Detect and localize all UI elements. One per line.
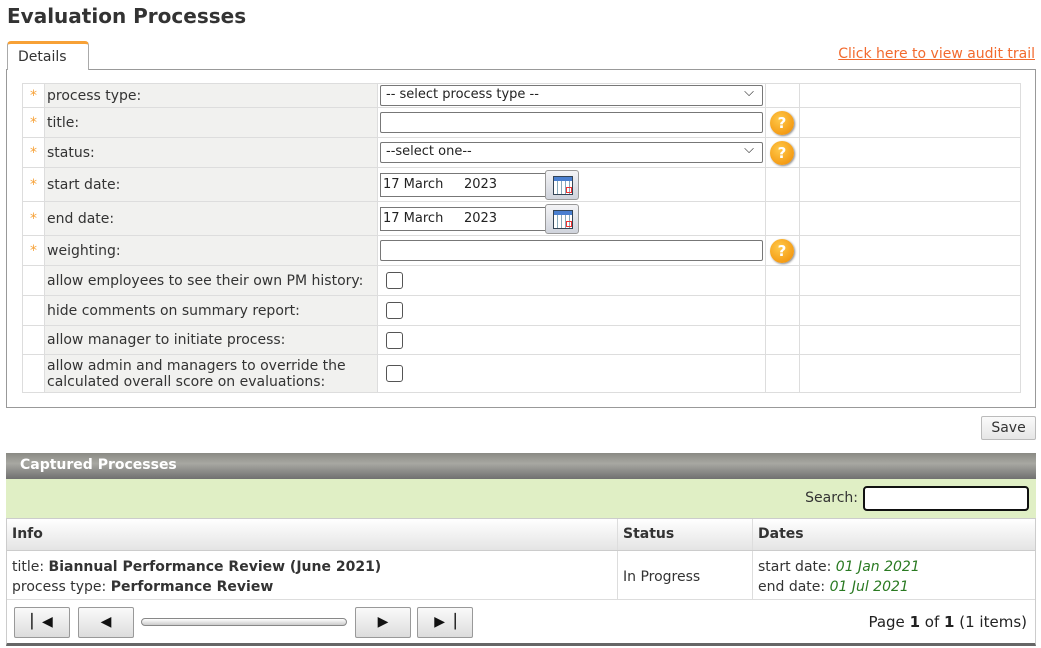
required-marker: *: [22, 201, 45, 236]
required-marker: *: [22, 83, 45, 108]
status-label: status:: [44, 137, 378, 168]
row-own-history: allow employees to see their own PM hist…: [22, 265, 1021, 296]
end-date: 01 Jul 2021: [829, 579, 909, 595]
next-page-button[interactable]: ▶: [355, 607, 411, 638]
row-status: * status: --select one-- ⌵ ?: [22, 137, 1021, 168]
captured-processes-header: Captured Processes: [6, 453, 1036, 479]
row-manager-initiate: allow manager to initiate process:: [22, 325, 1021, 355]
process-type: Performance Review: [110, 579, 274, 595]
info-cell: title: Biannual Performance Review (June…: [7, 551, 618, 599]
search-bar: Search:: [6, 479, 1036, 518]
end-date-label: end date:: [44, 201, 378, 236]
pager: ▏◀ ◀ ▶ ▶▕ Page 1 of 1 (1 items): [7, 600, 1035, 643]
help-icon[interactable]: ?: [770, 140, 794, 165]
hide-comments-label: hide comments on summary report:: [44, 295, 378, 326]
required-marker: *: [22, 137, 45, 168]
details-form: * process type: -- select process type -…: [22, 83, 1021, 393]
end-date-input[interactable]: 17 March 2023: [380, 206, 546, 231]
manager-initiate-label: allow manager to initiate process:: [44, 325, 378, 355]
first-page-button[interactable]: ▏◀: [14, 607, 70, 638]
column-dates[interactable]: Dates: [758, 526, 804, 542]
column-status[interactable]: Status: [618, 519, 753, 550]
prev-page-button[interactable]: ◀: [78, 607, 134, 638]
page-info: Page 1 of 1 (1 items): [868, 613, 1027, 631]
manager-initiate-checkbox[interactable]: [386, 331, 403, 349]
row-hide-comments: hide comments on summary report:: [22, 295, 1021, 326]
page-slider[interactable]: [141, 618, 347, 626]
status-value: In Progress: [623, 569, 701, 585]
page-title: Evaluation Processes: [7, 4, 247, 28]
calendar-icon[interactable]: [545, 169, 579, 200]
weighting-label: weighting:: [44, 235, 378, 266]
row-end-date: * end date: 17 March 2023: [22, 201, 1021, 236]
start-date-input[interactable]: 17 March 2023: [380, 172, 546, 197]
grid-header: Info Status Dates: [7, 519, 1035, 551]
status-cell: In Progress: [618, 551, 753, 599]
processes-grid: Info Status Dates title: Biannual Perfor…: [6, 518, 1036, 646]
last-page-button[interactable]: ▶▕: [417, 607, 473, 638]
override-score-label: allow admin and managers to override the…: [44, 354, 378, 393]
process-title: Biannual Performance Review (June 2021): [48, 559, 382, 575]
status-value: --select one--: [386, 144, 472, 159]
start-date-label: start date:: [44, 167, 378, 202]
search-input[interactable]: [863, 486, 1029, 511]
process-type-label: process type:: [44, 83, 378, 108]
table-row[interactable]: title: Biannual Performance Review (June…: [7, 551, 1035, 600]
row-process-type: * process type: -- select process type -…: [22, 83, 1021, 108]
title-label: title:: [12, 559, 45, 575]
row-start-date: * start date: 17 March 2023: [22, 167, 1021, 202]
own-history-label: allow employees to see their own PM hist…: [44, 265, 378, 296]
process-type-select[interactable]: -- select process type -- ⌵: [380, 85, 763, 106]
process-type-value: -- select process type --: [386, 87, 539, 102]
weighting-input[interactable]: [380, 240, 763, 261]
start-label: start date:: [758, 559, 832, 575]
column-info[interactable]: Info: [7, 519, 618, 550]
own-history-checkbox[interactable]: [386, 272, 403, 289]
override-score-checkbox[interactable]: [386, 365, 403, 382]
help-icon[interactable]: ?: [770, 238, 794, 263]
status-select[interactable]: --select one-- ⌵: [380, 142, 763, 163]
start-date: 01 Jan 2021: [835, 559, 920, 575]
end-label: end date:: [758, 579, 826, 595]
search-label: Search:: [805, 490, 858, 506]
chevron-down-icon: ⌵: [744, 85, 754, 100]
type-label: process type:: [12, 579, 107, 595]
chevron-down-icon: ⌵: [744, 142, 754, 157]
row-override-score: allow admin and managers to override the…: [22, 354, 1021, 393]
required-marker: *: [22, 167, 45, 202]
calendar-icon[interactable]: [545, 203, 579, 234]
required-marker: *: [22, 235, 45, 266]
row-title: * title: ?: [22, 107, 1021, 138]
audit-trail-link[interactable]: Click here to view audit trail: [838, 46, 1035, 62]
title-label: title:: [44, 107, 378, 138]
save-button[interactable]: Save: [981, 416, 1036, 440]
help-icon[interactable]: ?: [770, 110, 794, 135]
required-marker: *: [22, 107, 45, 138]
hide-comments-checkbox[interactable]: [386, 302, 403, 319]
row-weighting: * weighting: ?: [22, 235, 1021, 266]
tab-details[interactable]: Details: [7, 41, 89, 70]
dates-cell: start date: 01 Jan 2021 end date: 01 Jul…: [753, 551, 1035, 599]
details-panel: * process type: -- select process type -…: [6, 69, 1036, 408]
title-input[interactable]: [380, 112, 763, 133]
